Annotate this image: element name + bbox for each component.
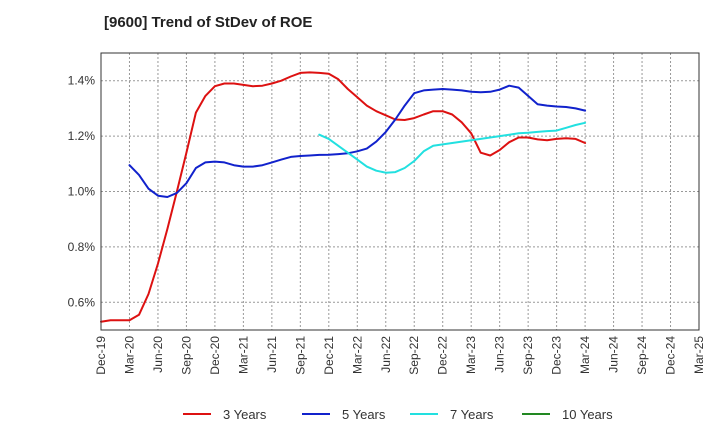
axes: 0.6% 0.8% 1.0% 1.2% 1.4% Dec-19 Mar-20 Jun-20 Se… [68, 52, 706, 375]
y-tick-label: 0.8% [68, 240, 96, 254]
x-tick-label: Jun-23 [493, 336, 507, 373]
legend: 3 Years 5 Years 7 Years 10 Years [183, 407, 613, 422]
x-tick-label: Sep-20 [179, 336, 193, 375]
x-tick-label: Dec-19 [94, 336, 108, 375]
grid [101, 53, 699, 330]
x-tick-label: Mar-23 [464, 336, 478, 374]
y-tick-label: 1.4% [68, 74, 96, 88]
x-tick-label: Dec-20 [208, 336, 222, 375]
y-tick-label: 0.6% [68, 295, 96, 309]
x-tick-label: Jun-20 [151, 336, 165, 373]
x-tick-label: Mar-20 [122, 336, 136, 374]
x-tick-label: Jun-24 [607, 336, 621, 373]
x-tick-label: Mar-25 [692, 336, 706, 374]
legend-label: 5 Years [342, 407, 386, 422]
y-tick-label: 1.2% [68, 129, 96, 143]
series-line-7-years [318, 121, 587, 174]
x-tick-label: Mar-24 [578, 336, 592, 374]
x-tick-label: Dec-21 [322, 336, 336, 375]
series-lines [100, 71, 587, 323]
x-tick-label: Jun-22 [379, 336, 393, 373]
legend-label: 10 Years [562, 407, 613, 422]
x-tick-label: Dec-22 [436, 336, 450, 375]
x-tick-label: Jun-21 [265, 336, 279, 373]
series-line-3-years [100, 71, 587, 323]
x-tick-label: Sep-22 [407, 336, 421, 375]
x-tick-label: Sep-23 [521, 336, 535, 375]
legend-label: 7 Years [450, 407, 494, 422]
x-tick-label: Sep-21 [293, 336, 307, 375]
y-tick-label: 1.0% [68, 185, 96, 199]
legend-label: 3 Years [223, 407, 267, 422]
x-tick-label: Sep-24 [635, 336, 649, 375]
x-tick-label: Mar-21 [236, 336, 250, 374]
series-line-5-years [128, 84, 587, 198]
plot-frame [100, 52, 700, 331]
x-tick-label: Dec-24 [664, 336, 678, 375]
x-tick-label: Mar-22 [350, 336, 364, 374]
chart-title: [9600] Trend of StDev of ROE [104, 14, 313, 31]
x-tick-label: Dec-23 [550, 336, 564, 375]
